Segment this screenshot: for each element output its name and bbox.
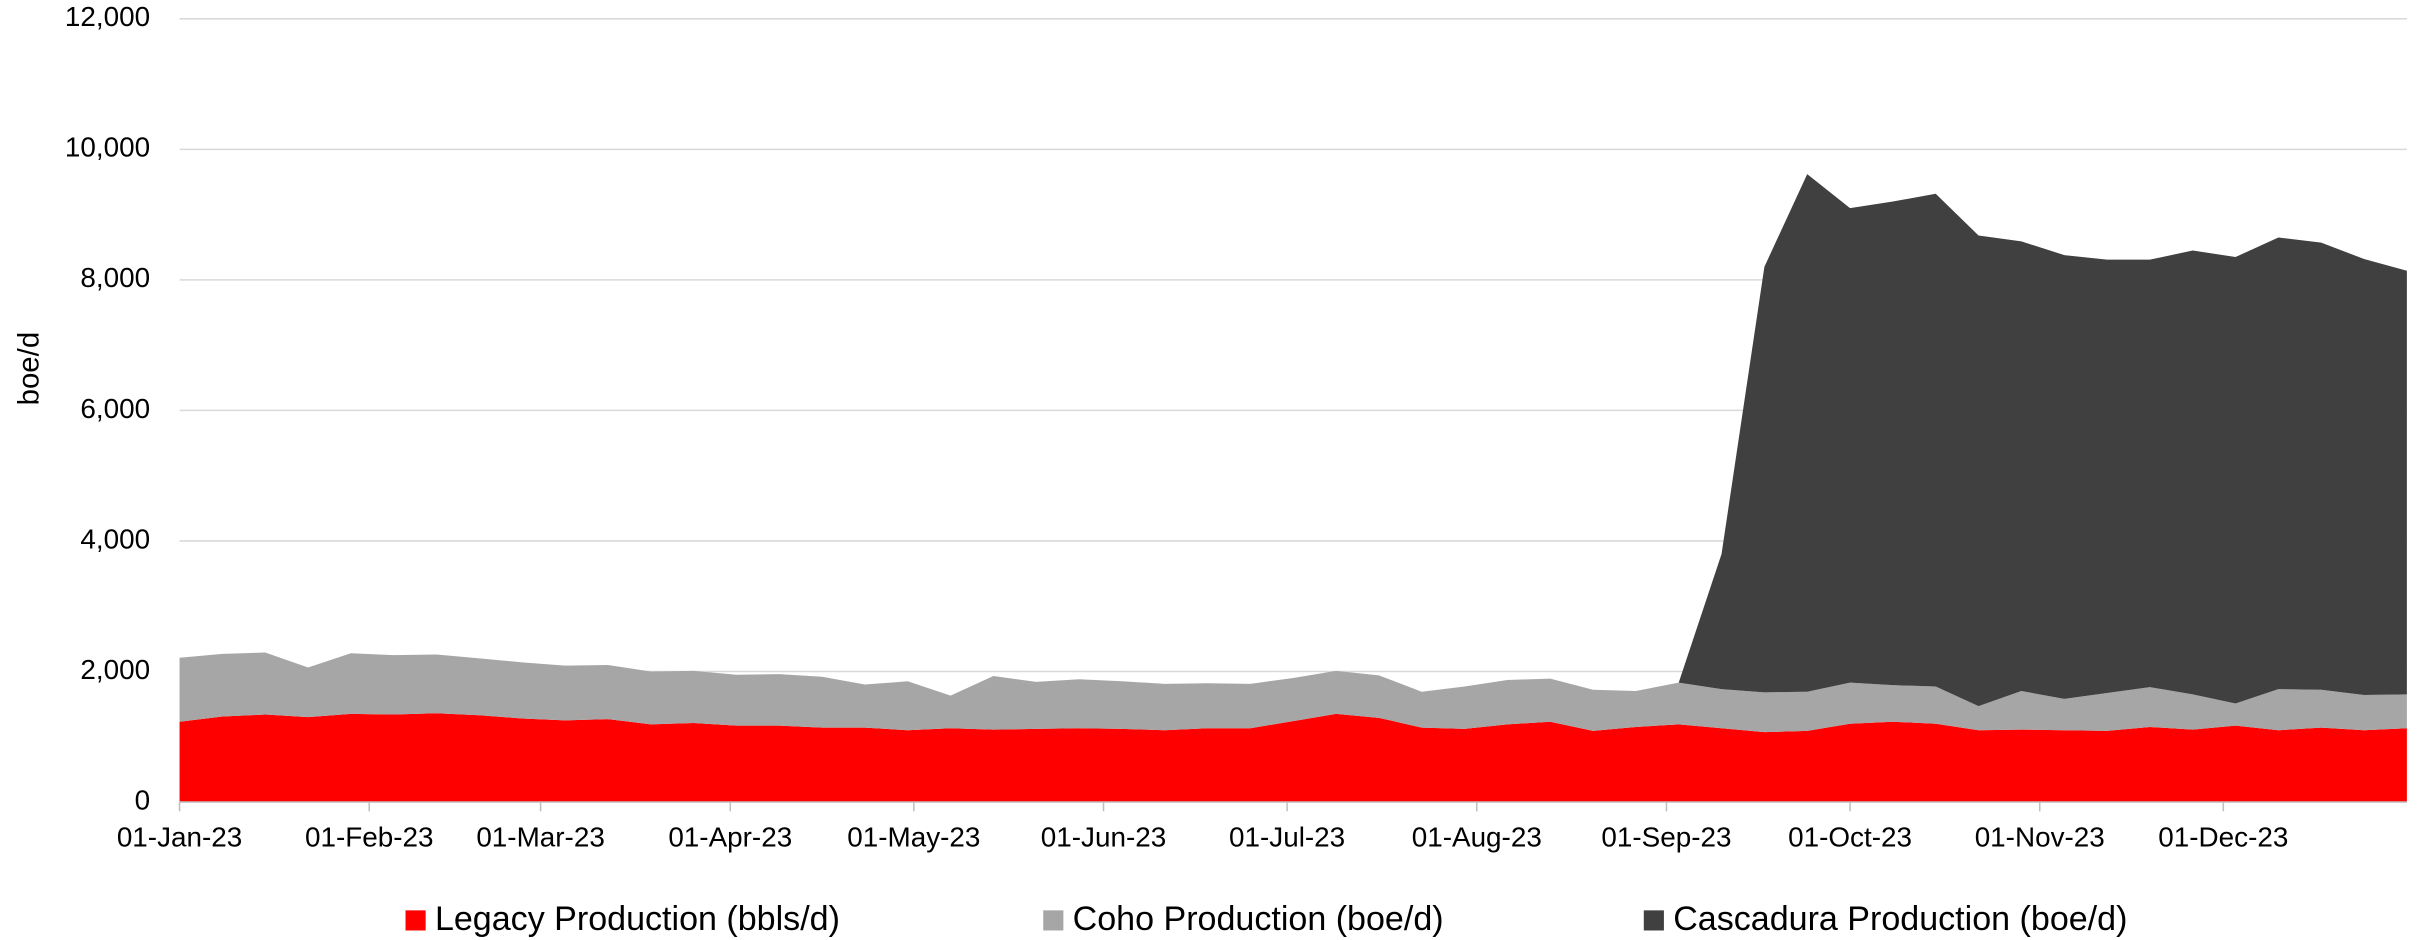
x-tick-label: 01-Nov-23 bbox=[1975, 822, 2105, 853]
x-tick-label: 01-May-23 bbox=[847, 822, 980, 853]
x-tick-label: 01-Feb-23 bbox=[305, 822, 434, 853]
y-tick-label: 10,000 bbox=[65, 132, 150, 163]
legend-label: Legacy Production (bbls/d) bbox=[435, 900, 840, 938]
x-tick-label: 01-Jul-23 bbox=[1229, 822, 1345, 853]
y-axis-label: boe/d bbox=[13, 332, 46, 406]
area bbox=[179, 652, 2407, 733]
x-tick-label: 01-Sep-23 bbox=[1601, 822, 1731, 853]
x-tick-label: 01-Aug-23 bbox=[1412, 822, 1542, 853]
y-tick-label: 6,000 bbox=[80, 393, 150, 424]
y-tick-label: 2,000 bbox=[80, 654, 150, 685]
area bbox=[179, 174, 2407, 707]
x-tick-label: 01-Mar-23 bbox=[476, 822, 605, 853]
y-tick-label: 12,000 bbox=[65, 1, 150, 32]
legend-swatch bbox=[405, 910, 426, 931]
legend-label: Cascadura Production (boe/d) bbox=[1673, 900, 2127, 938]
x-tick-label: 01-Jan-23 bbox=[117, 822, 242, 853]
y-tick-label: 4,000 bbox=[80, 523, 150, 554]
legend-label: Coho Production (boe/d) bbox=[1073, 900, 1444, 938]
legend-swatch bbox=[1643, 910, 1664, 931]
x-tick-label: 01-Apr-23 bbox=[668, 822, 792, 853]
x-tick-label: 01-Jun-23 bbox=[1041, 822, 1166, 853]
y-tick-label: 8,000 bbox=[80, 262, 150, 293]
y-tick-label: 0 bbox=[135, 784, 151, 815]
area bbox=[179, 713, 2407, 803]
x-tick-label: 01-Oct-23 bbox=[1788, 822, 1912, 853]
legend-swatch bbox=[1043, 910, 1064, 931]
x-tick-label: 01-Dec-23 bbox=[2158, 822, 2288, 853]
